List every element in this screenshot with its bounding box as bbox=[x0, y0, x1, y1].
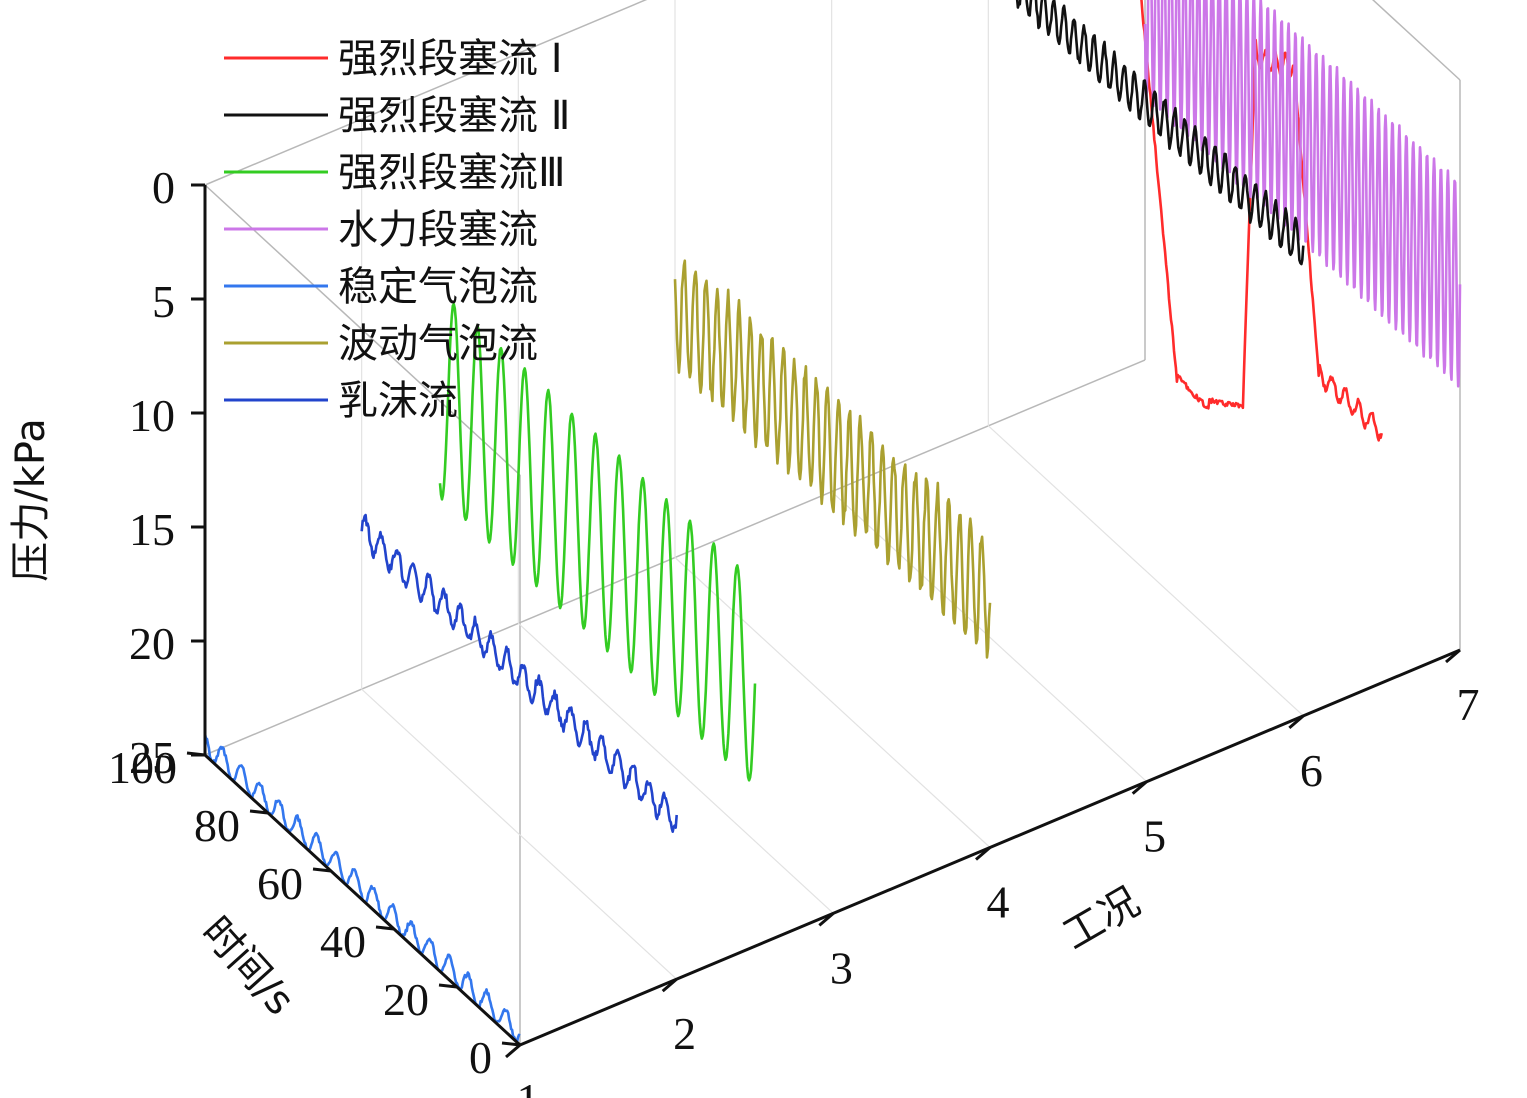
z-tick-label: 0 bbox=[152, 162, 175, 213]
y-axis bbox=[203, 753, 522, 1047]
x-tick bbox=[505, 1043, 521, 1059]
z-tick-label: 10 bbox=[129, 390, 175, 441]
y-tick-label: 40 bbox=[320, 916, 366, 967]
x-tick-label: 3 bbox=[830, 942, 853, 993]
legend-label: 稳定气泡流 bbox=[338, 264, 538, 310]
y-tick-label: 80 bbox=[194, 800, 240, 851]
legend-label: 强烈段塞流 Ⅰ bbox=[338, 36, 563, 82]
y-tick bbox=[501, 1041, 521, 1047]
box-edge bbox=[204, 184, 521, 476]
x-tick-label: 4 bbox=[987, 877, 1010, 928]
y-tick-label: 100 bbox=[108, 742, 177, 793]
series-line bbox=[673, 259, 992, 659]
series-line bbox=[1143, 0, 1462, 388]
grid-line bbox=[674, 557, 991, 848]
x-tick bbox=[1131, 780, 1148, 795]
y-axis-label: 时间/s bbox=[192, 908, 303, 1024]
z-tick-label: 25 bbox=[129, 732, 175, 783]
y-tick-label: 60 bbox=[257, 858, 303, 909]
legend-label: 强烈段塞流Ⅲ bbox=[338, 150, 566, 196]
legend-item: 波动气泡流 bbox=[224, 321, 538, 367]
x-tick-label: 7 bbox=[1457, 679, 1480, 730]
x-tick-label: 5 bbox=[1143, 811, 1166, 862]
series-line bbox=[1015, 0, 1305, 266]
legend-label: 乳沫流 bbox=[338, 378, 458, 424]
grid-line bbox=[361, 688, 678, 980]
x-tick bbox=[1288, 714, 1305, 729]
x-tick bbox=[661, 978, 678, 993]
x-tick-label: 2 bbox=[673, 1008, 696, 1059]
z-tick-label: 20 bbox=[129, 618, 175, 669]
y-tick-label: 0 bbox=[469, 1032, 492, 1083]
legend-item: 乳沫流 bbox=[224, 378, 458, 424]
legend-item: 强烈段塞流Ⅲ bbox=[224, 150, 566, 196]
grid-line bbox=[987, 425, 1304, 717]
x-tick bbox=[818, 912, 835, 927]
grid-line bbox=[517, 622, 834, 914]
y-tick bbox=[249, 809, 269, 815]
legend-label: 强烈段塞流 Ⅱ bbox=[338, 93, 570, 139]
z-tick-label: 15 bbox=[129, 504, 175, 555]
y-tick-label: 20 bbox=[383, 974, 429, 1025]
box-edge bbox=[1371, 0, 1461, 81]
series-line bbox=[360, 513, 678, 834]
legend-label: 水力段塞流 bbox=[338, 207, 538, 253]
series-line bbox=[438, 302, 757, 782]
y-tick bbox=[312, 867, 332, 873]
series-line bbox=[1140, 0, 1383, 442]
z-axis-label: 压力/kPa bbox=[8, 418, 54, 581]
legend-label: 波动气泡流 bbox=[338, 321, 538, 367]
legend-item: 强烈段塞流 Ⅰ bbox=[224, 36, 563, 82]
x-tick bbox=[1445, 648, 1461, 664]
axes bbox=[186, 183, 1461, 1059]
y-tick bbox=[375, 925, 395, 931]
y-tick bbox=[438, 983, 458, 989]
tick-labels: 1 2 3 4 5 6 7 0 20 40 60 80 100 0 5 10 15 20 25 bbox=[108, 162, 1480, 1098]
z-tick-label: 5 bbox=[152, 276, 175, 327]
x-tick-label: 6 bbox=[1300, 745, 1323, 796]
legend-item: 水力段塞流 bbox=[224, 207, 538, 253]
x-tick bbox=[975, 846, 991, 861]
legend-item: 强烈段塞流 Ⅱ bbox=[224, 93, 570, 139]
x-tick-label: 1 bbox=[517, 1074, 540, 1098]
x-axis-label: 工况 bbox=[1055, 879, 1147, 959]
legend-item: 稳定气泡流 bbox=[224, 264, 538, 310]
